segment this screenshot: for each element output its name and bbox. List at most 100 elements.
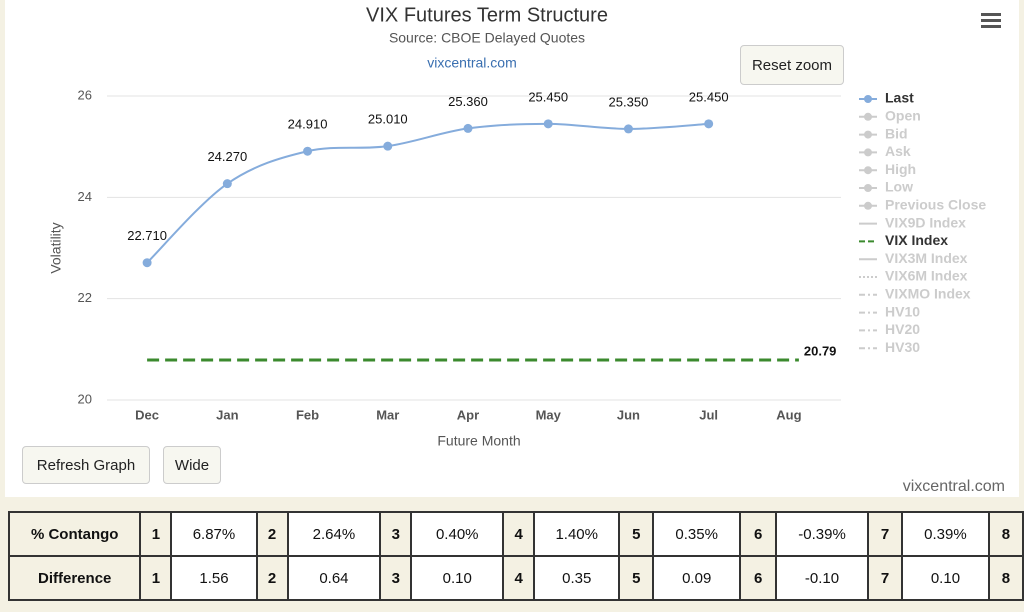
x-tick-label: Aug xyxy=(776,407,801,422)
data-label: 25.360 xyxy=(448,94,488,109)
x-tick-label: Apr xyxy=(457,407,479,422)
table-cell: 7 xyxy=(867,511,903,557)
data-point xyxy=(623,124,633,134)
legend-item[interactable]: Open xyxy=(859,108,921,124)
legend-label: High xyxy=(885,161,916,177)
data-label: 24.270 xyxy=(207,149,247,164)
chart-title: VIX Futures Term Structure xyxy=(366,4,608,26)
legend-item[interactable]: Last xyxy=(859,90,914,106)
table-cell: % Contango xyxy=(7,511,142,557)
legend-item[interactable]: VIX Index xyxy=(859,232,948,248)
legend-item[interactable]: HV20 xyxy=(859,321,920,337)
table-row: % Contango 1 6.87% 2 2.64% 3 0.40% 4 1.40% 5 0.35%… xyxy=(7,511,1024,557)
legend-label: VIX Index xyxy=(885,232,948,248)
table-cell: 1.40% xyxy=(533,511,621,557)
table-cell: 3 xyxy=(379,511,413,557)
legend-item[interactable]: VIX6M Index xyxy=(859,268,968,284)
legend-symbol xyxy=(864,184,872,192)
x-tick-label: Mar xyxy=(376,407,399,422)
chart-subtitle: Source: CBOE Delayed Quotes xyxy=(389,30,585,46)
x-tick-label: May xyxy=(536,407,562,422)
data-label: 22.710 xyxy=(127,228,167,243)
menu-icon[interactable] xyxy=(981,13,1001,28)
table-cell: 1 xyxy=(139,555,173,601)
legend-symbol xyxy=(864,112,872,121)
table-cell: 0.64 xyxy=(286,555,382,601)
refresh-button[interactable]: Refresh Graph xyxy=(22,446,150,484)
data-label: 24.910 xyxy=(288,117,328,132)
table-cell: 2 xyxy=(255,555,289,601)
data-point xyxy=(463,123,473,133)
legend-label: Previous Close xyxy=(885,197,986,213)
table-cell: 2 xyxy=(255,511,289,557)
table-cell: 6.87% xyxy=(170,511,258,557)
legend-label: Open xyxy=(885,108,921,124)
chart: VIX Futures Term Structure Source: CBOE … xyxy=(5,0,1019,497)
table-cell: 6 xyxy=(739,555,778,601)
table-cell: 0.10 xyxy=(900,555,990,601)
legend-symbol xyxy=(864,148,872,157)
legend-label: VIX3M Index xyxy=(885,250,968,266)
legend-item[interactable]: VIXMO Index xyxy=(859,286,971,302)
legend-label: HV20 xyxy=(885,321,920,337)
legend-item[interactable]: High xyxy=(859,161,916,177)
legend-symbol xyxy=(864,130,872,139)
table-cell: 8 xyxy=(987,555,1024,601)
legend-item[interactable]: Previous Close xyxy=(859,197,986,213)
legend-label: HV30 xyxy=(885,339,920,355)
y-axis-label: Volatility xyxy=(48,222,64,273)
table-cell: 5 xyxy=(618,555,655,601)
data-label: 25.350 xyxy=(609,94,649,109)
footer-link[interactable]: vixcentral.com xyxy=(903,478,1005,495)
legend-item[interactable]: Ask xyxy=(859,143,911,159)
x-tick-label: Jun xyxy=(617,407,640,422)
legend-label: Ask xyxy=(885,143,911,159)
legend-label: Bid xyxy=(885,125,908,141)
reference-label: 20.79 xyxy=(804,343,837,358)
x-tick-label: Jan xyxy=(216,407,238,422)
legend-item[interactable]: VIX9D Index xyxy=(859,214,966,230)
legend-symbol xyxy=(864,201,872,210)
x-tick-label: Jul xyxy=(699,407,718,422)
source-link[interactable]: vixcentral.com xyxy=(427,55,516,71)
data-label: 25.010 xyxy=(368,112,408,127)
table-cell: 6 xyxy=(739,511,778,557)
data-point xyxy=(303,146,313,156)
table-cell: 1 xyxy=(139,511,173,557)
y-tick-label: 22 xyxy=(78,290,92,305)
table-cell: 4 xyxy=(502,511,536,557)
legend-item[interactable]: HV30 xyxy=(859,339,920,355)
legend-label: VIXMO Index xyxy=(885,286,971,302)
data-label: 25.450 xyxy=(528,89,568,104)
data-point xyxy=(543,119,553,129)
data-point xyxy=(383,141,393,151)
table-cell: -0.10 xyxy=(775,555,870,601)
legend-item[interactable]: VIX3M Index xyxy=(859,250,968,266)
table-cell: 0.10 xyxy=(410,555,505,601)
table-cell: 2.64% xyxy=(286,511,382,557)
legend-label: VIX6M Index xyxy=(885,268,968,284)
table-cell: 0.39% xyxy=(900,511,990,557)
table-cell: 0.09 xyxy=(652,555,742,601)
legend-label: HV10 xyxy=(885,303,920,319)
y-tick-label: 26 xyxy=(78,87,92,102)
table-cell: 5 xyxy=(618,511,655,557)
table-cell: 7 xyxy=(867,555,903,601)
legend-symbol xyxy=(864,95,872,103)
reset-zoom-button[interactable]: Reset zoom xyxy=(740,45,844,85)
table-cell: 3 xyxy=(379,555,413,601)
legend-item[interactable]: Bid xyxy=(859,125,908,141)
legend-item[interactable]: Low xyxy=(859,179,913,195)
data-point xyxy=(704,119,714,129)
legend-label: Low xyxy=(885,179,913,195)
legend-symbol xyxy=(864,166,872,175)
table-cell: Difference xyxy=(7,555,142,601)
table-row: Difference 1 1.56 2 0.64 3 0.10 4 0.35 5 0.09 6 -0.1… xyxy=(7,555,1024,601)
legend-label: Last xyxy=(885,90,914,106)
table-cell: 8 xyxy=(987,511,1024,557)
x-tick-label: Feb xyxy=(296,407,319,422)
table-cell: -0.39% xyxy=(775,511,870,557)
x-axis-label: Future Month xyxy=(437,433,520,449)
wide-button[interactable]: Wide xyxy=(163,446,221,484)
legend-item[interactable]: HV10 xyxy=(859,303,920,319)
